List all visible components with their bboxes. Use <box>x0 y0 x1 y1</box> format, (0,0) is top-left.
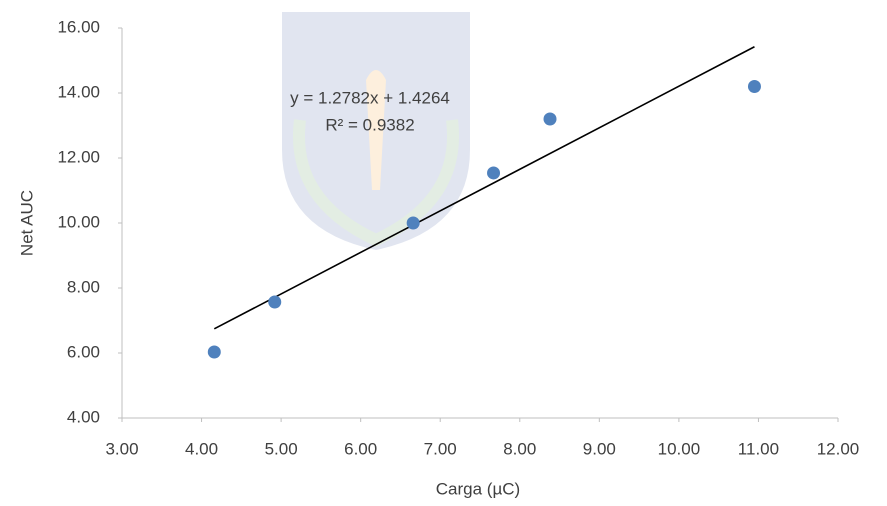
data-point <box>268 295 282 309</box>
x-tick-label: 4.00 <box>185 439 218 458</box>
x-tick-label: 5.00 <box>265 439 298 458</box>
data-point <box>747 80 761 93</box>
data-point <box>207 345 221 359</box>
data-point <box>487 166 501 180</box>
data-point <box>543 112 557 126</box>
x-tick-label: 8.00 <box>503 439 536 458</box>
y-tick-label: 8.00 <box>67 277 100 296</box>
x-tick-label: 12.00 <box>817 439 860 458</box>
y-tick-label: 12.00 <box>57 147 100 166</box>
x-tick-label: 7.00 <box>424 439 457 458</box>
y-axis-title: Net AUC <box>17 190 36 256</box>
y-tick-label: 14.00 <box>57 82 100 101</box>
trendline-equation: y = 1.2782x + 1.4264 <box>290 88 450 107</box>
data-point <box>406 216 420 230</box>
y-tick-label: 6.00 <box>67 342 100 361</box>
x-tick-label: 3.00 <box>105 439 138 458</box>
trendline-r-squared: R² = 0.9382 <box>325 115 414 134</box>
watermark <box>282 12 470 250</box>
x-tick-label: 10.00 <box>658 439 701 458</box>
y-tick-label: 4.00 <box>67 407 100 426</box>
x-tick-label: 11.00 <box>738 439 779 458</box>
x-axis-title: Carga (µC) <box>436 479 520 498</box>
y-tick-label: 16.00 <box>57 17 100 36</box>
trendline <box>213 46 755 330</box>
x-tick-label: 6.00 <box>344 439 377 458</box>
x-tick-label: 9.00 <box>583 439 616 458</box>
y-tick-label: 10.00 <box>57 212 100 231</box>
